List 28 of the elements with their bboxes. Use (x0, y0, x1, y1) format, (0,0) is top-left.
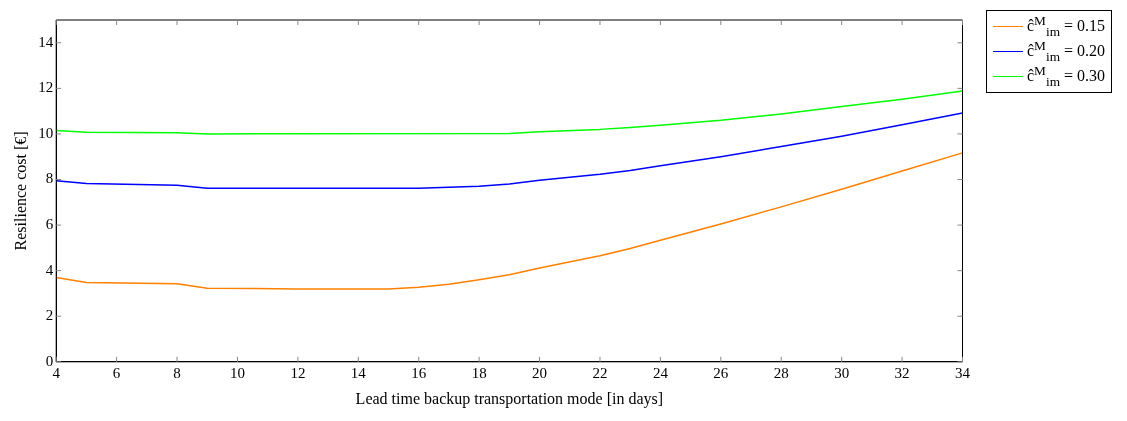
y-tick-label: 6 (45, 216, 54, 233)
y-tick-label: 10 (38, 124, 54, 141)
legend-label: ĉ$^{M}$$_{im}$ = 0.15 (1027, 13, 1106, 40)
x-tick-label: 18 (471, 364, 487, 381)
x-tick-label: 32 (894, 364, 910, 381)
y-tick-label: 8 (45, 170, 54, 187)
y-tick-label: 4 (45, 261, 54, 278)
y-tick-label: 0 (45, 352, 54, 369)
legend-label: ĉ$^{M}$$_{im}$ = 0.30 (1027, 63, 1106, 90)
legend-label: ĉ$^{M}$$_{im}$ = 0.20 (1027, 38, 1106, 65)
x-tick-label: 16 (411, 364, 427, 381)
x-tick-label: 28 (773, 364, 789, 381)
y-tick-label: 14 (38, 33, 54, 50)
x-tick-label: 26 (713, 364, 729, 381)
y-tick-label: 2 (45, 307, 54, 324)
y-tick-label: 12 (38, 79, 54, 96)
x-tick-label: 30 (834, 364, 850, 381)
x-tick-label: 14 (350, 364, 367, 381)
x-axis-title: Lead time backup transportation mode [in days] (355, 389, 664, 408)
x-tick-label: 20 (532, 364, 548, 381)
x-tick-label: 8 (173, 364, 181, 381)
x-tick-label: 22 (592, 364, 608, 381)
x-tick-label: 10 (229, 364, 245, 381)
x-tick-label: 6 (112, 364, 121, 381)
y-axis-title: Resilience cost [€] (11, 131, 29, 251)
x-tick-label: 34 (955, 364, 971, 381)
x-tick-label: 24 (652, 364, 669, 381)
x-tick-label: 12 (290, 364, 306, 381)
